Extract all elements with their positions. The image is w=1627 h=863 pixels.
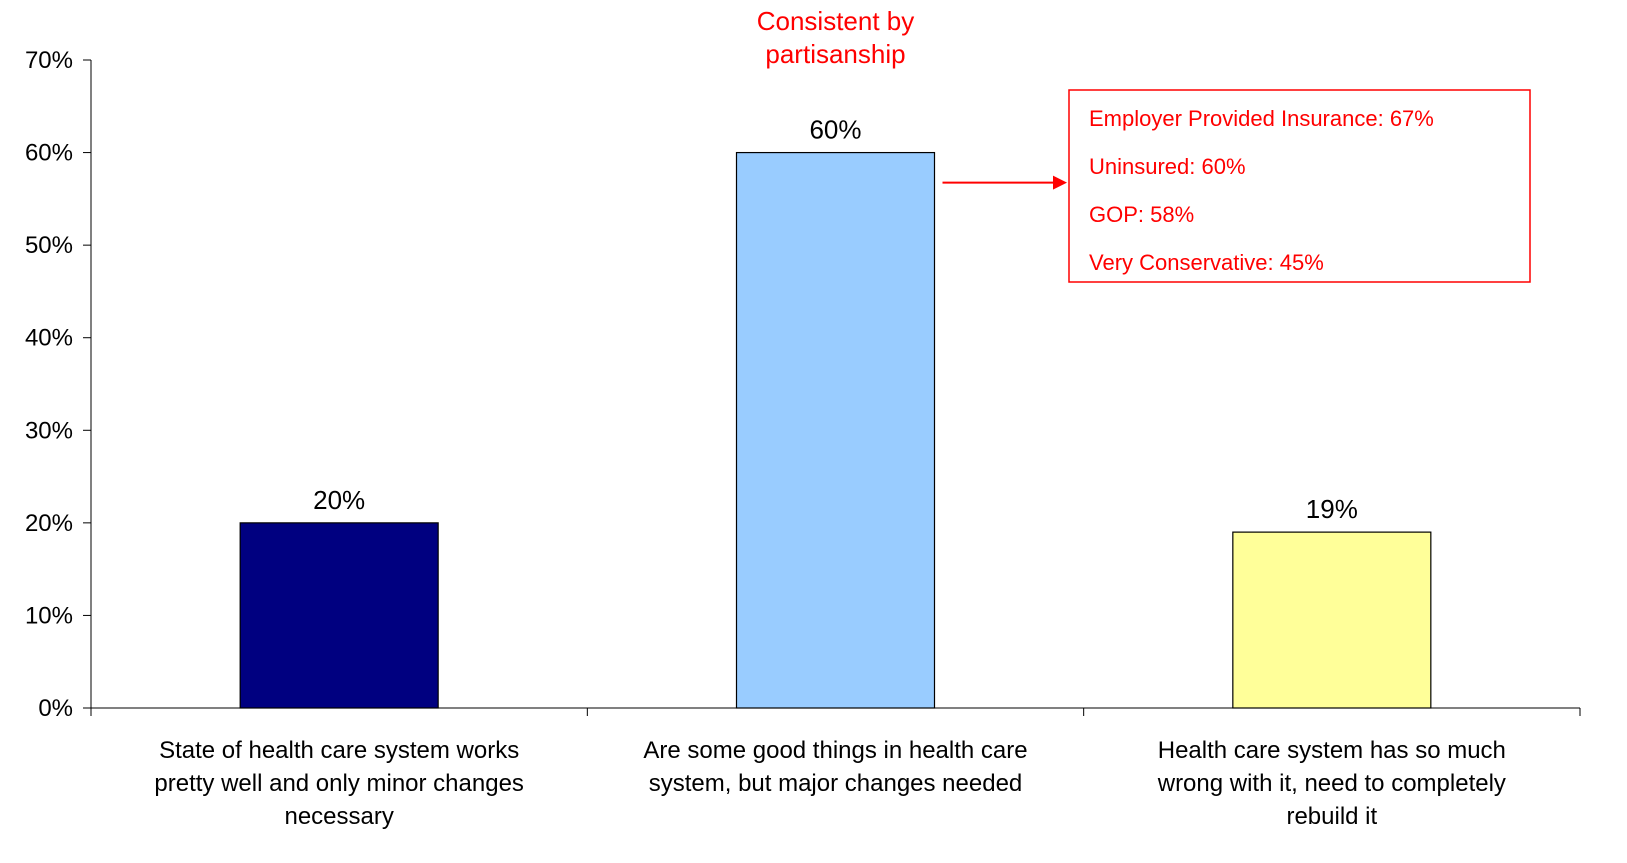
y-axis: 0% 10% 20% 30% 40% 50% 60% 70% <box>25 47 92 722</box>
y-tick-label: 10% <box>25 602 73 629</box>
y-tick-label: 70% <box>25 47 73 74</box>
callout-item: GOP: 58% <box>1089 202 1194 227</box>
category-label-line: Are some good things in health care <box>643 737 1027 764</box>
category-label-line: wrong with it, need to completely <box>1157 770 1506 797</box>
callout-item: Very Conservative: 45% <box>1089 250 1324 275</box>
bar <box>239 522 439 709</box>
y-tick-label: 0% <box>38 695 73 722</box>
callout-box <box>1068 89 1531 283</box>
y-tick-label: 40% <box>25 325 73 352</box>
bars <box>239 151 1432 709</box>
bar <box>735 151 936 709</box>
category-labels: State of health care system works pretty … <box>154 737 1506 830</box>
category-label-line: rebuild it <box>1286 803 1377 830</box>
annotation-title: partisanship <box>765 39 905 69</box>
data-label: 60% <box>809 115 861 145</box>
category-label-line: Health care system has so much <box>1158 737 1506 764</box>
category-label-line: necessary <box>284 803 393 830</box>
data-label: 20% <box>313 485 365 515</box>
bar <box>1232 531 1432 709</box>
category-label: Health care system has so much wrong with… <box>1157 737 1506 830</box>
y-tick-label: 30% <box>25 417 73 444</box>
category-label: State of health care system works pretty … <box>154 737 524 830</box>
value-labels: 20% 60% 19% <box>313 115 1358 525</box>
callout-item: Uninsured: 60% <box>1089 154 1246 179</box>
y-tick-label: 20% <box>25 510 73 537</box>
callout-item: Employer Provided Insurance: 67% <box>1089 106 1434 131</box>
callout-arrow-head <box>1053 175 1067 190</box>
y-tick-label: 50% <box>25 232 73 259</box>
y-tick-label: 60% <box>25 140 73 167</box>
x-axis <box>90 707 1581 716</box>
category-label-line: State of health care system works <box>159 737 519 764</box>
category-label-line: pretty well and only minor changes <box>154 770 524 797</box>
annotation-title: Consistent by <box>757 6 915 36</box>
category-label-line: system, but major changes needed <box>649 770 1023 797</box>
data-label: 19% <box>1306 494 1358 524</box>
category-label: Are some good things in health care syste… <box>643 737 1027 797</box>
